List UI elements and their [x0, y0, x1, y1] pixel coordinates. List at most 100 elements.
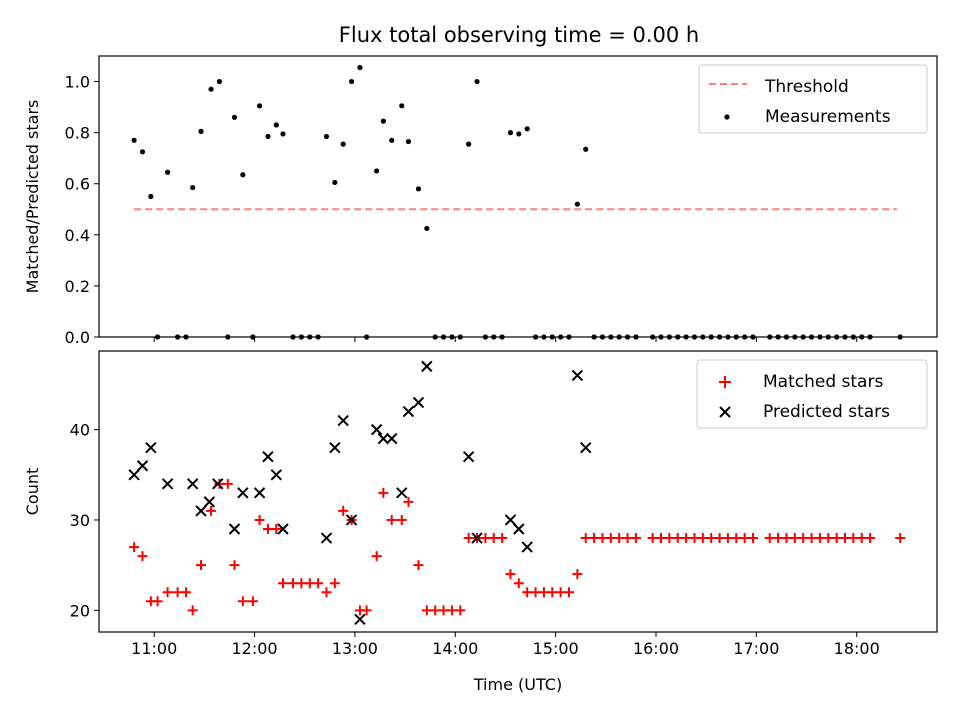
matched-star-marker: [288, 578, 299, 589]
matched-star-marker: [214, 478, 225, 489]
top-ytick-label: 0.0: [65, 328, 90, 347]
measurement-point: [399, 103, 405, 109]
measurement-point: [591, 334, 597, 340]
matched-star-marker: [396, 514, 407, 525]
matched-star-marker: [895, 533, 906, 544]
measurement-point: [608, 334, 614, 340]
predicted-star-marker: [412, 396, 425, 409]
legend-predicted-handle: [719, 406, 731, 418]
measurement-point: [482, 334, 488, 340]
measurement-point: [716, 334, 723, 340]
measurement-point: [432, 334, 438, 340]
bottom-ytick-label: 30: [70, 511, 90, 530]
matched-star-marker: [764, 533, 775, 544]
xtick-label: 13:00: [332, 639, 378, 658]
measurement-point: [825, 334, 831, 340]
predicted-star-marker: [237, 487, 249, 499]
matched-star-marker: [856, 533, 867, 544]
chart-title: Flux total observing time = 0.00 h: [339, 23, 699, 47]
predicted-star-marker: [354, 613, 366, 626]
measurement-point: [516, 131, 522, 137]
matched-star-marker: [338, 505, 349, 516]
matched-star-marker: [572, 569, 583, 580]
matched-star-marker: [806, 533, 817, 544]
matched-star-marker: [480, 533, 491, 544]
matched-star-marker: [589, 533, 600, 544]
matched-star-marker: [647, 533, 658, 544]
measurement-point: [164, 169, 171, 175]
predicted-star-marker: [212, 478, 224, 490]
top-ytick-label: 0.6: [65, 175, 90, 194]
matched-star-marker: [622, 533, 633, 544]
matched-star-marker: [831, 533, 842, 544]
measurement-point: [800, 334, 806, 340]
predicted-star-marker: [571, 369, 584, 382]
matched-star-marker: [463, 533, 474, 544]
measurement-point: [323, 133, 330, 140]
matched-star-marker: [222, 478, 233, 489]
predicted-star-marker: [136, 460, 149, 472]
predicted-star-marker: [337, 414, 349, 427]
measurement-point: [507, 130, 514, 136]
predicted-star-marker: [462, 451, 475, 463]
measurement-point: [198, 128, 204, 134]
legend-label: Measurements: [765, 107, 891, 127]
matched-star-marker: [313, 578, 324, 589]
matched-star-marker: [488, 533, 499, 544]
measurement-point: [733, 334, 739, 340]
measurement-point: [340, 141, 346, 147]
measurement-point: [541, 334, 547, 340]
measurement-point: [225, 334, 231, 340]
matched-star-marker: [689, 533, 700, 544]
measurement-point: [750, 334, 756, 340]
matched-star-marker: [865, 533, 876, 544]
predicted-star-marker: [396, 487, 408, 499]
measurement-point: [154, 334, 161, 340]
top-ylabel: Matched/Predicted stars: [23, 100, 42, 294]
matched-star-marker: [378, 487, 389, 498]
measurement-point: [175, 334, 181, 340]
matched-star-marker: [840, 533, 851, 544]
matched-star-marker: [814, 533, 825, 544]
measurement-point: [574, 201, 580, 207]
matched-star-marker: [206, 505, 217, 516]
measurement-point: [834, 334, 840, 340]
xtick-label: 15:00: [533, 639, 579, 658]
measurement-point: [700, 334, 706, 340]
measurement-point: [491, 334, 497, 340]
predicted-star-marker: [128, 469, 140, 481]
bottom-legend: Matched stars Predicted stars: [696, 359, 928, 429]
predicted-star-marker: [471, 532, 483, 544]
matched-star-marker: [180, 587, 191, 598]
measurement-point: [675, 334, 681, 340]
measurement-point: [466, 141, 472, 147]
predicted-star-marker: [320, 532, 333, 544]
measurement-point: [532, 334, 539, 340]
measurement-point: [767, 334, 773, 340]
measurement-point: [265, 133, 271, 140]
top-ytick-label: 0.8: [65, 124, 90, 143]
measurement-point: [658, 334, 664, 340]
measurement-point: [307, 334, 313, 340]
xtick-label: 11:00: [131, 639, 177, 658]
matched-star-marker: [296, 578, 307, 589]
xtick-label: 14:00: [432, 639, 478, 658]
matched-star-marker: [497, 533, 508, 544]
measurement-point: [139, 149, 146, 155]
measurement-point: [348, 78, 355, 85]
predicted-star-marker: [421, 360, 433, 373]
legend-label: Predicted stars: [763, 402, 890, 422]
matched-star-marker: [781, 533, 792, 544]
measurement-point: [633, 334, 639, 340]
matched-star-marker: [614, 533, 625, 544]
matched-star-marker: [555, 587, 566, 598]
bottom-ytick-label: 40: [70, 421, 90, 440]
matched-star-marker: [672, 533, 683, 544]
matched-star-marker: [254, 514, 265, 525]
predicted-star-marker: [329, 441, 341, 454]
measurement-point: [457, 334, 463, 340]
predicted-star-marker: [262, 451, 274, 463]
predicted-star-marker: [195, 505, 207, 517]
top-plot-frame: [98, 55, 938, 338]
